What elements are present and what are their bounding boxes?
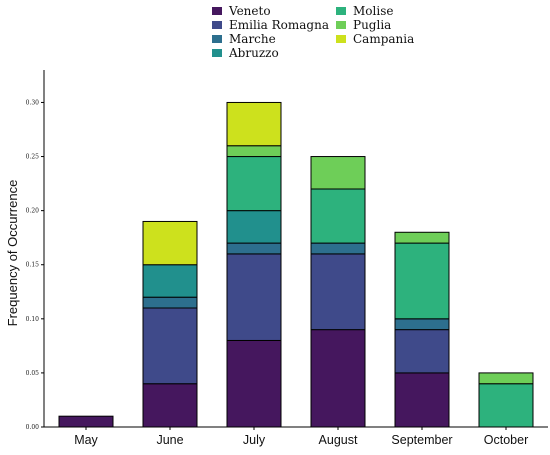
y-axis-label: Frequency of Occurrence [5,180,20,327]
bar-segment-june-emilia-romagna [142,307,198,385]
bar-segment-june-veneto [142,383,198,428]
legend-swatch-abruzzo [212,49,222,57]
legend-label: Campania [353,32,414,46]
bar-segment-july-puglia [226,145,282,158]
legend-swatch-veneto [212,7,222,15]
legend-label: Emilia Romagna [229,18,329,32]
bar-segment-august-emilia-romagna [310,253,366,331]
bar-segment-august-puglia [310,156,366,190]
y-tick-label: 0.00 [26,424,40,431]
legend-label: Molise [353,4,393,18]
legend-label: Marche [229,32,276,46]
axes: 0.00 0.05 0.10 0.15 0.20 0.25 0.30 May June July A… [26,70,548,447]
legend-label: Puglia [353,18,391,32]
legend-swatch-emilia-romagna [212,21,222,29]
x-tick-label: June [156,433,183,447]
bar-segment-july-molise [226,156,282,212]
bar-segment-june-marche [142,296,198,309]
bar-segment-august-marche [310,242,366,255]
legend-swatch-puglia [336,21,346,29]
bar-segment-october-molise [478,383,534,428]
bar-segment-september-molise [394,242,450,320]
legend-swatch-campania [336,35,346,43]
bar-segment-june-abruzzo [142,264,198,298]
x-tick-label: September [391,433,452,447]
y-tick-label: 0.20 [26,208,40,215]
bar-segment-july-veneto [226,339,282,428]
bar-segment-june-campania [142,220,198,266]
bar-segment-september-marche [394,318,450,331]
x-tick-label: October [484,433,528,447]
bar-segment-july-emilia-romagna [226,253,282,341]
y-tick-label: 0.10 [26,316,40,323]
bar-segment-august-molise [310,188,366,244]
bar-segment-september-emilia-romagna [394,329,450,374]
x-tick-label: July [243,433,266,447]
bar-segment-october-puglia [478,372,534,385]
bars [58,101,534,428]
legend-label: Abruzzo [228,46,279,60]
y-tick-label: 0.05 [26,370,40,377]
x-tick-label: May [74,433,98,447]
y-tick-label: 0.15 [26,262,40,269]
bar-segment-july-campania [226,101,282,147]
y-tick-label: 0.25 [26,154,40,161]
legend-swatch-molise [336,7,346,15]
bar-segment-july-marche [226,242,282,255]
bar-segment-august-veneto [310,329,366,428]
y-tick-label: 0.30 [26,99,40,106]
bar-segment-september-puglia [394,231,450,244]
bar-segment-september-veneto [394,372,450,428]
legend-label: Veneto [228,4,271,18]
bar-segment-july-abruzzo [226,210,282,244]
legend-swatch-marche [212,35,222,43]
bar-segment-may-veneto [58,415,114,428]
x-tick-label: August [319,433,358,447]
